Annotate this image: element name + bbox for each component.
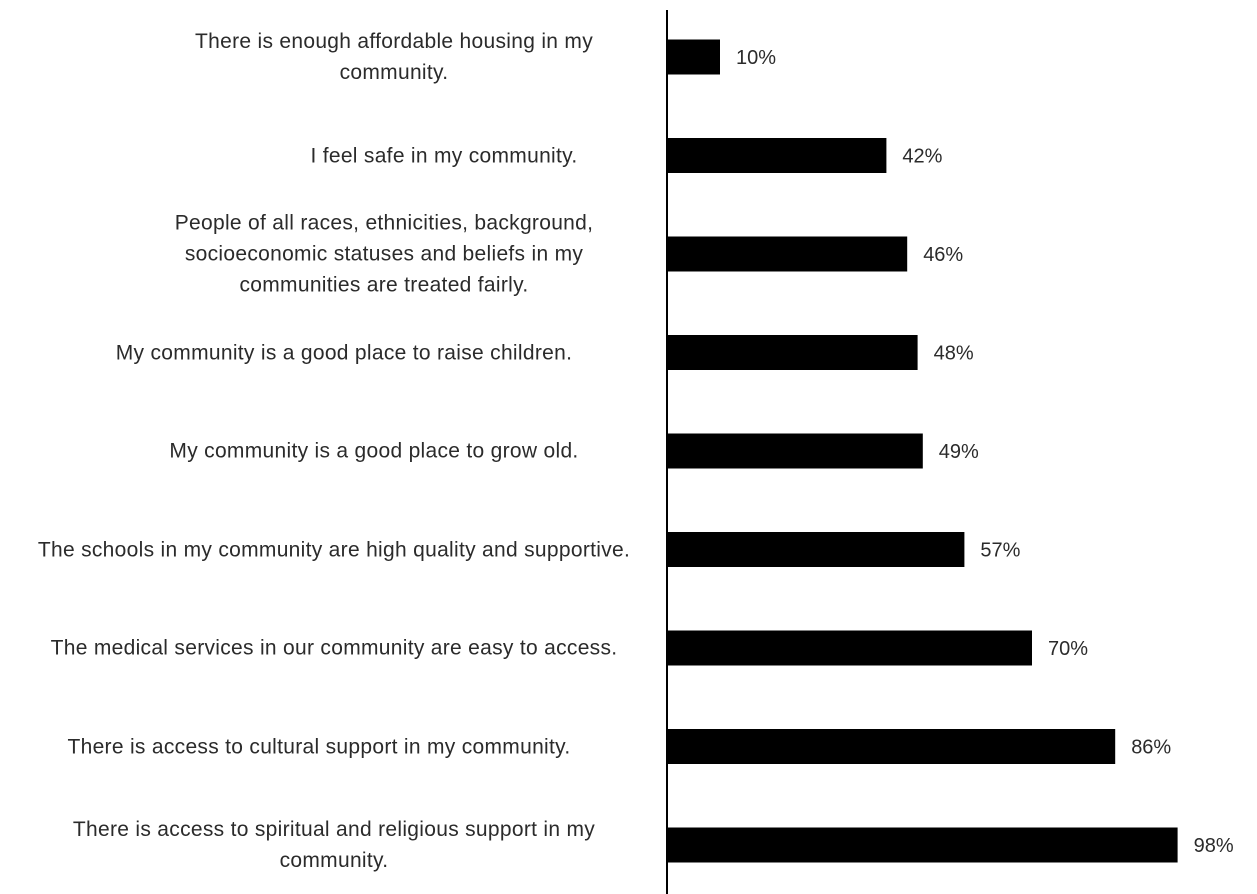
category-label: The schools in my community are high qua… — [37, 538, 631, 561]
data-label: 98% — [1194, 835, 1234, 857]
category-label: My community is a good place to grow old… — [169, 439, 579, 463]
bar — [668, 729, 1116, 764]
category-label: There is access to spiritual and religio… — [72, 818, 596, 872]
bar — [668, 433, 923, 469]
data-label: 70% — [1048, 638, 1088, 660]
data-label: 49% — [939, 441, 979, 463]
category-label: My community is a good place to raise ch… — [115, 341, 573, 364]
category-label: People of all races, ethnicities, backgr… — [174, 211, 594, 297]
category-label: I feel safe in my community. — [310, 144, 578, 167]
bar — [668, 630, 1032, 666]
data-label: 57% — [980, 540, 1020, 562]
data-label: 48% — [934, 343, 974, 365]
bar — [668, 335, 918, 370]
category-label: The medical services in our community ar… — [50, 636, 618, 660]
data-label: 46% — [923, 244, 963, 266]
bar — [668, 827, 1178, 863]
bar — [668, 532, 965, 567]
data-label: 86% — [1131, 737, 1171, 759]
data-label: 10% — [736, 47, 776, 69]
bar — [668, 138, 887, 173]
category-label: There is access to cultural support in m… — [67, 735, 571, 758]
category-label: There is enough affordable housing in my… — [194, 30, 594, 84]
bar — [668, 39, 720, 75]
data-label: 42% — [902, 146, 942, 168]
bar — [668, 236, 908, 272]
